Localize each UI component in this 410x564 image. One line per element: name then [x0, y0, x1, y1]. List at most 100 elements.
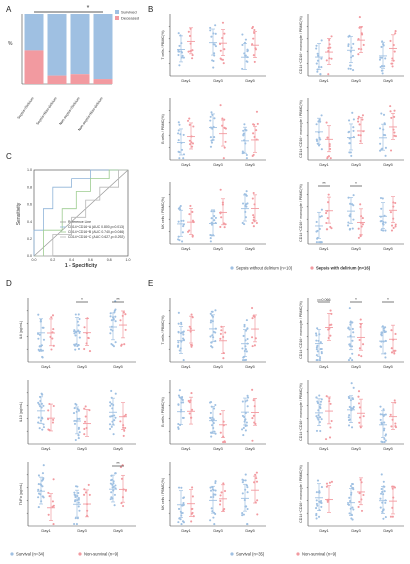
panel-letter-a: A [6, 5, 12, 14]
panel-e-left-1-point [220, 329, 223, 332]
panel-e-left-1-point [210, 319, 213, 322]
panel-b-right-1-point [380, 45, 383, 49]
panel-b-left-3-point [244, 203, 247, 206]
panel-b-left-2-point [224, 127, 227, 130]
panel-b-left-1-point [251, 43, 254, 46]
panel-b-right-3-point [325, 228, 328, 231]
panel-e-left-3-point [253, 481, 256, 484]
panel-e-left-2-point [214, 403, 217, 407]
panel-b-left-3-point [223, 226, 226, 229]
panel-e-right-3-point [325, 482, 329, 485]
panel-e-left-2-point [209, 411, 212, 414]
panel-e-right-2-point [320, 418, 323, 421]
panel-d-1-point [73, 329, 76, 332]
panel-e-left-3-point [246, 523, 249, 526]
panel-e-right-3-point [358, 500, 361, 503]
panel-d-3-point [42, 477, 45, 480]
panel-b-left-3-point [252, 216, 255, 219]
panel-e-right-1-point [351, 359, 354, 362]
panel-b-left-2-point [178, 123, 181, 126]
panel-e-left-1-point [182, 330, 185, 333]
panel-e-left-3-group-label: Day3 [213, 528, 223, 533]
panel-d-2-point [37, 416, 40, 419]
panel-e-right-1-point [358, 338, 361, 342]
panel-b-right-1-point [330, 35, 333, 38]
panel-e-right-2-point [379, 418, 382, 421]
panel-c-ytick: 0.8 [27, 185, 32, 189]
panel-e-left-3-point [180, 523, 183, 526]
panel-e-right-2-point [379, 405, 382, 408]
panel-b-left-3-ylabel: NK cells / PBMC(%) [161, 197, 165, 229]
panel-b-right-1-point [320, 66, 323, 69]
panel-e-right-3-point [328, 481, 331, 484]
panel-d-1-point [77, 324, 80, 327]
panel-b-right-2-point [325, 121, 328, 124]
panel-e-right-2-point [347, 395, 350, 399]
panel-b-right-1-point [319, 73, 322, 76]
panel-b-left-2-point [190, 141, 193, 144]
panel-b-left-3-point [191, 234, 194, 237]
panel-e-left-3-point [241, 481, 244, 484]
panel-b-right-2-point [378, 127, 382, 130]
panel-e-left-3-point [177, 507, 181, 511]
panel-e-left-1-point [245, 350, 248, 353]
panel-e-right-2-point [348, 414, 351, 417]
panel-e-left-3-point [210, 507, 213, 510]
panel-e-right-2-group-label: Day1 [319, 446, 329, 451]
panel-b-right-3-point [315, 230, 318, 233]
panel-e-left-1-point [190, 313, 193, 316]
panel-e-left-1-point [178, 349, 181, 352]
panel-e-right-2-point [348, 405, 351, 409]
panel-b-left-3-point [251, 197, 254, 200]
panel-b-left-1-point [251, 27, 254, 30]
panel-e-left-3-point [209, 519, 212, 522]
panel-e-right-3-point [351, 518, 354, 521]
panel-d-1-point [51, 314, 55, 317]
panel-b-right-3-point [382, 229, 385, 232]
panel-d-3-point [37, 492, 41, 495]
panel-e-right-2-point [315, 396, 318, 399]
panel-e-left-3-point [190, 520, 193, 523]
panel-d-3-point [114, 472, 117, 475]
panel-b-left-2-point [192, 125, 195, 128]
panel-d-2-point [77, 434, 80, 437]
panel-d-3-point [83, 493, 86, 496]
panel-e-left-2-point [191, 408, 194, 411]
panel-b-right-1-point [362, 43, 365, 46]
panel-d-3-group-label: Day1 [41, 528, 51, 533]
panel-a-legend-survived: Survived [121, 10, 137, 15]
panel-e-right-3-ylabel: CD14⁺CD16⁺ monocyte / PBMC(%) [299, 465, 303, 523]
panel-b-left-1-group-label: Day5 [245, 78, 255, 83]
panel-e-right-2-point [330, 419, 333, 423]
panel-e-left-3-point [242, 513, 245, 516]
panel-b-left-2-point [177, 129, 180, 132]
panel-e-right-1-point [362, 343, 365, 346]
panel-e-left-1-point [219, 337, 222, 340]
panel-e-left-3-point [219, 494, 222, 497]
panel-b-left-2-point [186, 119, 190, 122]
panel-e-right-3-point [384, 501, 387, 504]
panel-b-right-3-point [348, 228, 351, 231]
panel-b-right-3-sig-label: ** [322, 181, 326, 186]
panel-e-right-1-point [360, 355, 363, 358]
panel-b-right-2-point [348, 119, 351, 122]
panel-letter-b: B [148, 5, 153, 14]
panel-d-1-point [76, 345, 79, 348]
panel-e-left-2-point [214, 432, 217, 435]
panel-b-right-2-point [384, 146, 387, 149]
panel-b-right-2-point [349, 151, 352, 154]
panel-d-1-point [83, 326, 86, 329]
panel-b-left-3-point [246, 202, 249, 205]
panel-e-left-1-point [180, 323, 183, 326]
panel-e-right-3-point [349, 485, 353, 488]
panel-e-right-1-point [359, 318, 362, 321]
panel-e-right-1-point [358, 347, 361, 350]
panel-e-right-1-point [316, 327, 319, 330]
panel-d-1-point [52, 344, 55, 347]
panel-e-right-3-point [349, 499, 352, 503]
panel-e-left-3-point [241, 492, 244, 495]
panel-d-3-point [47, 491, 50, 494]
panel-b-right-3-point [380, 207, 383, 210]
panel-b-right-1-point [347, 44, 350, 48]
panel-b-right-2-group-label: Day3 [351, 162, 361, 167]
